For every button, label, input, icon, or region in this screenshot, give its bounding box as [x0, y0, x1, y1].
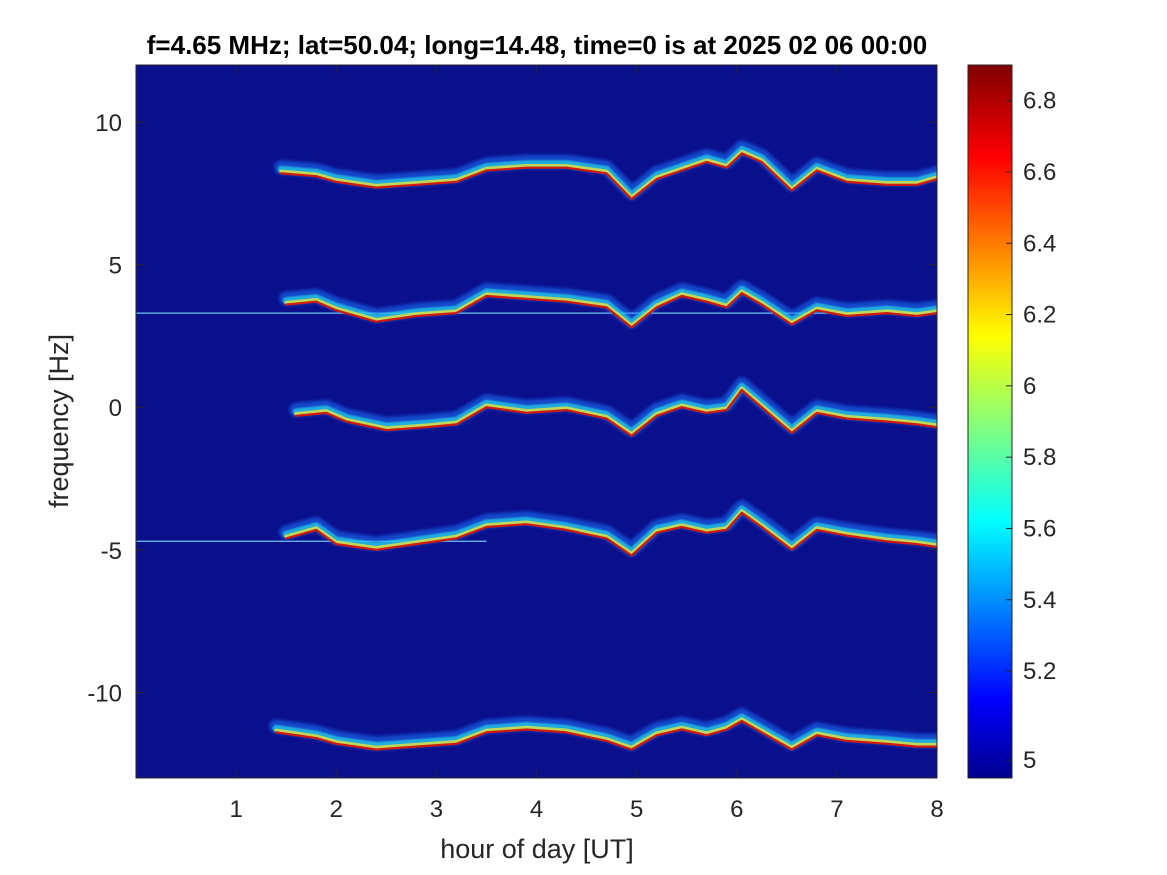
x-tick-label: 6: [730, 796, 743, 823]
x-axis-label: hour of day [UT]: [440, 834, 634, 864]
colorbar-tick-label: 6: [1023, 373, 1036, 400]
y-tick-label: -10: [87, 680, 122, 707]
trace-3: [289, 377, 937, 437]
trace-core: [285, 511, 937, 557]
colorbar-ticks: 5 5.2 5.4 5.6 5.8 6 6.2 6.4 6.6 6.8: [1006, 88, 1056, 774]
y-axis-label: frequency [Hz]: [44, 334, 74, 508]
y-axis-ticks: 10 5 0 -5 -10: [87, 110, 937, 707]
trace-glow: [272, 713, 937, 749]
x-tick-label: 1: [229, 796, 242, 823]
spectrogram-traces: [136, 140, 937, 751]
trace-4: [279, 499, 937, 557]
colorbar-tick-label: 6.2: [1023, 302, 1056, 329]
trace-mid: [274, 717, 937, 750]
trace-core: [285, 292, 937, 329]
colorbar-tick-label: 5.4: [1023, 587, 1056, 614]
trace-glow: [282, 505, 937, 555]
y-tick-label: 0: [109, 395, 122, 422]
trace-glow: [292, 382, 937, 436]
x-tick-label: 4: [530, 796, 543, 823]
colorbar-tick-label: 6.6: [1023, 159, 1056, 186]
colorbar-tick-label: 6.8: [1023, 88, 1056, 115]
trace-mid: [284, 289, 937, 328]
colorbar-tick-label: 5.6: [1023, 515, 1056, 542]
colorbar-tick-label: 5.2: [1023, 658, 1056, 685]
trace-glow: [277, 145, 937, 199]
trace-mid: [294, 386, 937, 436]
colorbar-tick-label: 5: [1023, 747, 1036, 774]
trace-2: [279, 280, 937, 329]
trace-mid: [284, 509, 937, 556]
trace-core: [275, 719, 937, 751]
x-axis-ticks: 1 2 3 4 5 6 7 8: [229, 65, 944, 823]
chart-title: f=4.65 MHz; lat=50.04; long=14.48, time=…: [147, 30, 927, 60]
trace-mid: [279, 149, 937, 199]
trace-core: [295, 389, 937, 437]
trace-glow: [282, 285, 937, 327]
x-tick-label: 5: [630, 796, 643, 823]
x-tick-label: 3: [430, 796, 443, 823]
x-tick-label: 2: [330, 796, 343, 823]
x-tick-label: 7: [830, 796, 843, 823]
colorbar-tick-label: 6.4: [1023, 230, 1056, 257]
y-tick-label: 10: [95, 110, 122, 137]
y-tick-label: 5: [109, 253, 122, 280]
colorbar-tick-label: 5.8: [1023, 444, 1056, 471]
trace-5: [269, 708, 937, 751]
trace-1: [274, 140, 937, 201]
x-tick-label: 8: [930, 796, 943, 823]
y-tick-label: -5: [101, 538, 122, 565]
colorbar: [967, 64, 1013, 779]
trace-core: [280, 152, 937, 201]
